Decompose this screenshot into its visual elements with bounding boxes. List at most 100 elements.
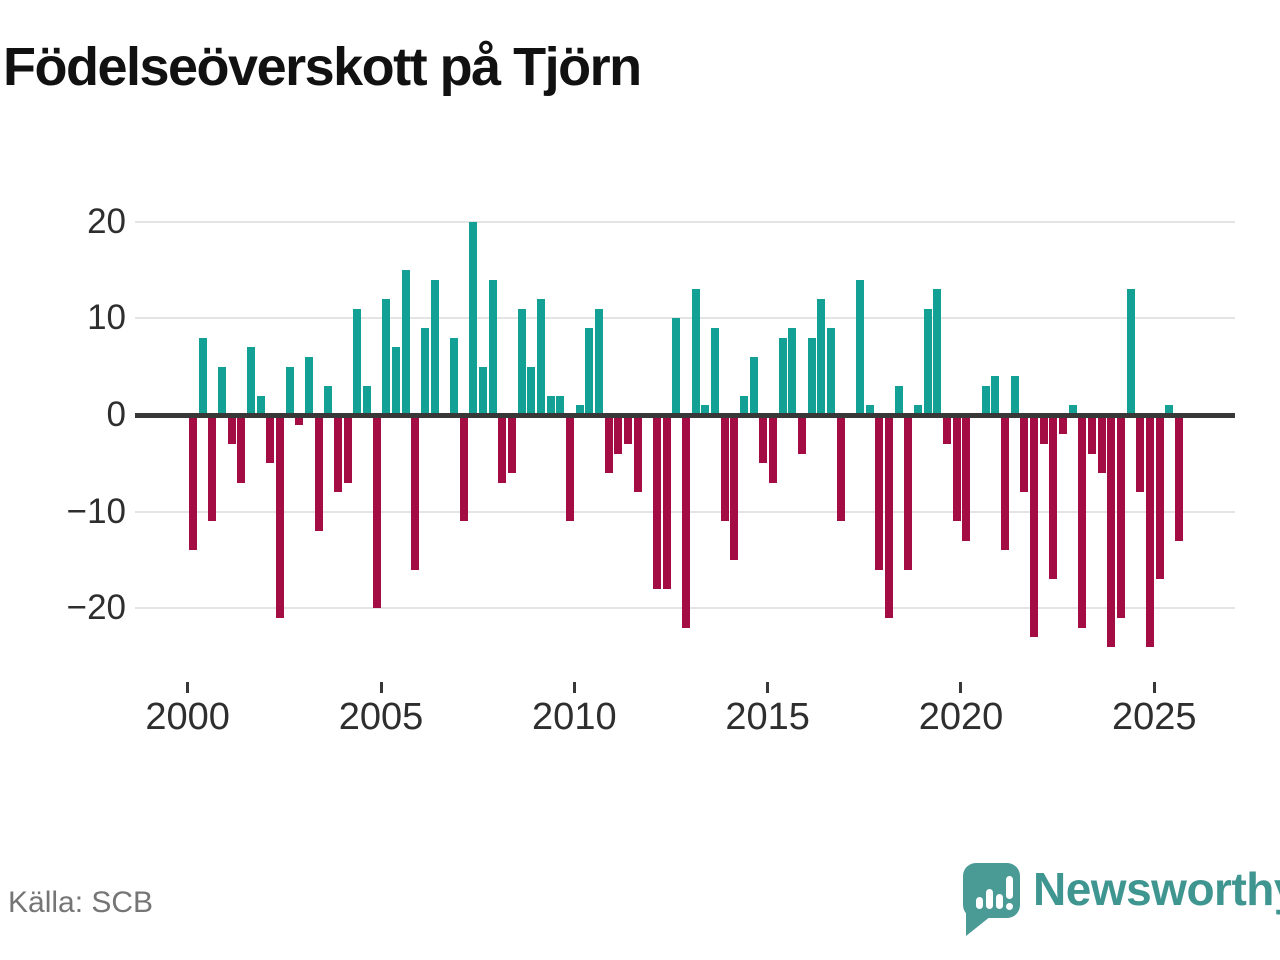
bar-negative [942, 415, 951, 444]
bar-negative [836, 415, 845, 522]
bar-negative [1087, 415, 1096, 454]
page-title: Födelseöverskott på Tjörn [3, 37, 642, 97]
x-axis-tick-label: 2020 [918, 696, 1004, 738]
x-axis-tick-label: 2015 [725, 696, 810, 738]
bar-negative [797, 415, 806, 454]
bar-negative [1136, 415, 1145, 493]
bar-negative [1078, 415, 1087, 628]
bar-negative [189, 415, 197, 551]
bar-negative [333, 415, 342, 493]
bar-positive [247, 347, 255, 415]
bar-negative [1107, 415, 1116, 647]
bar-negative [266, 415, 275, 464]
bar-negative [1020, 415, 1029, 493]
x-axis-tick-label: 2025 [1112, 696, 1197, 738]
bar-negative [962, 415, 971, 541]
x-axis-line [135, 412, 1235, 418]
bar-positive [285, 366, 294, 415]
bar-positive [256, 395, 265, 415]
bar-positive [488, 279, 497, 415]
gridline [135, 220, 1235, 223]
bar-negative [681, 415, 690, 628]
bar-negative [208, 415, 217, 522]
bar-positive [401, 270, 410, 415]
bar-positive [218, 366, 226, 415]
bar-negative [633, 415, 642, 493]
bar-positive [672, 318, 681, 415]
bar-positive [1068, 405, 1077, 415]
bar-positive [478, 366, 487, 415]
bar-negative [662, 415, 671, 589]
bar-positive [382, 299, 391, 415]
bar-positive [556, 395, 565, 415]
bar-negative [459, 415, 468, 522]
bar-positive [749, 357, 758, 415]
bar-positive [739, 395, 748, 415]
bar-negative [768, 415, 777, 483]
bar-negative [952, 415, 961, 522]
bar-positive [546, 395, 555, 415]
x-axis-tick-label: 2000 [145, 696, 230, 738]
newsworthy-logo: Newsworthy [960, 860, 1280, 940]
bar-positive [778, 337, 787, 415]
y-axis-tick-label: 0 [106, 395, 126, 434]
brand-wordmark: Newsworthy [1033, 863, 1280, 915]
bar-positive [865, 405, 874, 415]
bar-negative [565, 415, 574, 522]
bar-positive [933, 289, 942, 415]
bar-negative [1029, 415, 1038, 638]
bar-positive [304, 357, 313, 415]
bar-negative [498, 415, 507, 483]
bar-positive [324, 386, 333, 415]
y-axis-tick-label: 10 [87, 298, 126, 338]
bar-negative [372, 415, 381, 609]
bar-positive [594, 308, 603, 415]
bar-negative [507, 415, 516, 473]
bar-positive [420, 328, 429, 415]
bar-positive [198, 337, 207, 415]
x-axis-tick [186, 682, 190, 693]
bar-negative [1155, 415, 1164, 580]
bar-negative [1039, 415, 1048, 444]
bar-negative [1058, 415, 1067, 435]
bar-positive [701, 405, 710, 415]
bar-positive [449, 337, 458, 415]
bar-negative [227, 415, 236, 444]
bar-negative [904, 415, 913, 570]
bar-negative [1145, 415, 1154, 647]
x-axis-tick-label: 2010 [532, 696, 617, 738]
bar-positive [894, 386, 903, 415]
bar-negative [237, 415, 246, 483]
x-axis-tick [766, 682, 770, 693]
x-axis-tick [1152, 682, 1156, 693]
bar-negative [730, 415, 739, 560]
bar-positive [913, 405, 922, 415]
bar-positive [353, 308, 362, 415]
bar-positive [710, 328, 719, 415]
bar-negative [652, 415, 661, 589]
bar-positive [362, 386, 371, 415]
bar-positive [1126, 289, 1135, 415]
bar-negative [604, 415, 613, 473]
bar-negative [720, 415, 729, 522]
bar-negative [1097, 415, 1106, 473]
bar-positive [575, 405, 584, 415]
bar-negative [759, 415, 768, 464]
bar-positive [585, 328, 594, 415]
bar-negative [343, 415, 352, 483]
x-axis-tick [959, 682, 963, 693]
bar-positive [817, 299, 826, 415]
bar-positive [1010, 376, 1019, 415]
bar-positive [855, 279, 864, 415]
x-axis-tick-label: 2005 [338, 696, 424, 738]
bar-negative [884, 415, 893, 618]
bar-positive [991, 376, 1000, 415]
bar-negative [295, 415, 304, 425]
source-note: Källa: SCB [8, 886, 154, 919]
bar-positive [788, 328, 797, 415]
bar-positive [981, 386, 990, 415]
bar-negative [314, 415, 323, 531]
bar-positive [1165, 405, 1174, 415]
